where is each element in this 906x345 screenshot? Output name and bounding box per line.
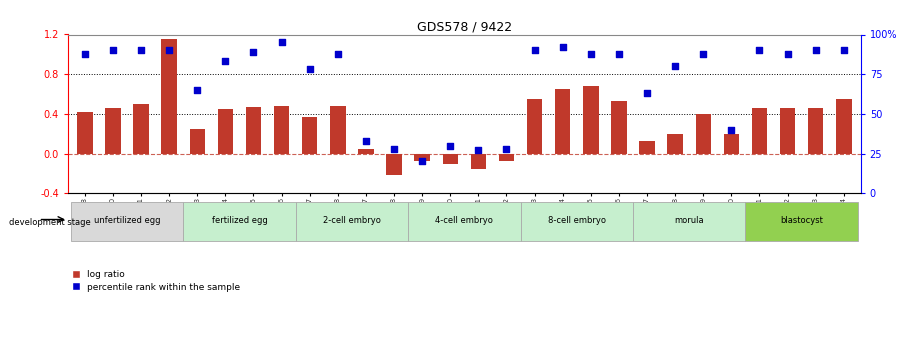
Text: unfertilized egg: unfertilized egg — [93, 216, 160, 225]
Bar — [640, 141, 655, 154]
Point — [752, 48, 766, 53]
Bar — [583, 86, 599, 154]
Point — [640, 90, 654, 96]
Bar — [612, 101, 627, 154]
Bar — [527, 99, 543, 154]
Point — [415, 159, 429, 164]
Bar — [470, 154, 487, 169]
Point — [724, 127, 738, 132]
Point — [359, 138, 373, 144]
Text: development stage: development stage — [9, 218, 91, 227]
Bar — [217, 109, 233, 154]
Bar — [442, 154, 458, 165]
Bar — [161, 39, 177, 154]
Point — [303, 67, 317, 72]
Bar — [183, 202, 295, 241]
Bar — [780, 108, 795, 154]
Point — [696, 51, 710, 56]
Text: blastocyst: blastocyst — [780, 216, 824, 225]
Bar — [358, 149, 373, 154]
Point — [78, 51, 92, 56]
Bar — [752, 108, 767, 154]
Bar — [302, 117, 317, 154]
Bar — [836, 99, 852, 154]
Point — [190, 87, 205, 93]
Bar — [71, 202, 183, 241]
Bar — [414, 154, 429, 161]
Text: morula: morula — [674, 216, 704, 225]
Bar — [386, 154, 401, 175]
Point — [780, 51, 795, 56]
Point — [218, 59, 233, 64]
Bar — [133, 104, 149, 154]
Point — [527, 48, 542, 53]
Bar — [724, 134, 739, 154]
Point — [106, 48, 120, 53]
Point — [668, 63, 682, 69]
Point — [134, 48, 149, 53]
Point — [275, 40, 289, 45]
Bar — [668, 134, 683, 154]
Point — [836, 48, 851, 53]
Bar — [295, 202, 408, 241]
Point — [471, 148, 486, 153]
Point — [555, 45, 570, 50]
Point — [387, 146, 401, 151]
Bar — [330, 106, 345, 154]
Bar — [77, 112, 92, 154]
Bar — [746, 202, 858, 241]
Point — [443, 143, 458, 148]
Bar — [555, 89, 571, 154]
Bar — [521, 202, 633, 241]
Text: 8-cell embryo: 8-cell embryo — [548, 216, 606, 225]
Bar — [808, 108, 824, 154]
Point — [162, 48, 177, 53]
Point — [499, 146, 514, 151]
Bar — [246, 107, 261, 154]
Bar — [408, 202, 521, 241]
Text: 4-cell embryo: 4-cell embryo — [436, 216, 493, 225]
Point — [612, 51, 626, 56]
Bar — [189, 129, 205, 154]
Bar — [105, 108, 120, 154]
Bar — [499, 154, 515, 161]
Text: 2-cell embryo: 2-cell embryo — [323, 216, 381, 225]
Point — [331, 51, 345, 56]
Bar — [696, 114, 711, 154]
Title: GDS578 / 9422: GDS578 / 9422 — [417, 20, 512, 33]
Point — [583, 51, 598, 56]
Text: fertilized egg: fertilized egg — [212, 216, 267, 225]
Legend: log ratio, percentile rank within the sample: log ratio, percentile rank within the sa… — [72, 270, 240, 292]
Point — [246, 49, 261, 55]
Bar — [274, 106, 289, 154]
Bar — [633, 202, 746, 241]
Point — [808, 48, 823, 53]
